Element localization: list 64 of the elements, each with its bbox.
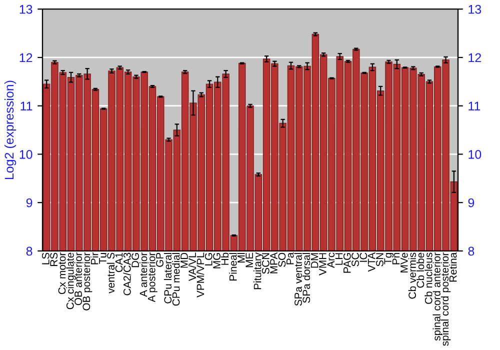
x-tick-label: spinal cord posterior <box>440 252 451 346</box>
y-tick-label: 9 <box>26 198 32 208</box>
x-tick-label: Cb nucleus <box>424 252 432 304</box>
x-tick-label: OB anterior <box>74 252 82 306</box>
x-tick-label: SO <box>278 252 286 267</box>
x-tick-label: SN <box>376 253 384 266</box>
y2-tick-label: 12 <box>468 53 481 62</box>
x-tick-label: IC <box>360 252 368 262</box>
x-tick-label: CA1 <box>115 252 123 272</box>
x-tick-label: MVe <box>400 252 408 272</box>
x-tick-label: SPa ventral <box>294 253 302 306</box>
x-tick-label: DG <box>132 253 139 268</box>
x-tick-label: MD <box>180 252 188 268</box>
x-tick-label: ME <box>246 252 253 268</box>
y2-tick-label: 10 <box>468 150 482 159</box>
y-tick-label: 12 <box>20 53 32 62</box>
x-tick-label: VTA <box>368 252 376 272</box>
x-tick-label: LH <box>335 253 343 265</box>
x-tick-label: VPM/VPL <box>196 252 204 298</box>
x-tick-label: LG <box>204 253 212 266</box>
x-tick-label: Arc <box>327 252 335 268</box>
x-tick-label: Cx motor <box>58 252 66 294</box>
y-axis-title: Log2 (expression) <box>4 80 16 180</box>
x-tick-label: PAG <box>343 253 351 273</box>
x-tick-label: MPA <box>270 252 278 274</box>
x-tick-label: A anterior <box>139 252 148 297</box>
y-tick-label: 13 <box>20 4 32 14</box>
x-tick-label: VA/VL <box>188 252 196 282</box>
x-tick-label: CPu medial <box>172 253 180 306</box>
x-tick-label: Tg <box>384 253 394 264</box>
x-tick-label: SCN <box>262 253 270 274</box>
y2-tick-label: 8 <box>468 246 474 256</box>
x-tick-label: SPa dorsal <box>302 253 310 303</box>
y-tick-label: 10 <box>20 150 32 159</box>
x-tick-label: Cb lobe <box>416 252 424 288</box>
x-tick-label: MG <box>213 253 220 268</box>
x-tick-label: Hb <box>220 252 229 265</box>
x-tick-label: GP <box>156 252 164 267</box>
y-tick-label: 8 <box>26 246 32 256</box>
x-tick-label: Tu <box>99 253 106 264</box>
x-tick-label: ventral S <box>106 252 115 294</box>
x-tick-label: LS <box>42 252 50 264</box>
x-tick-label: SC <box>352 252 359 266</box>
y2-tick-label: 13 <box>468 4 482 14</box>
x-tick-label: OB posterior <box>82 252 92 310</box>
x-tick-label: DM <box>310 253 318 268</box>
x-tick-label: Pineal <box>229 253 237 280</box>
x-tick-label: spinal cord anterior <box>432 252 442 341</box>
y-tick-label: 11 <box>20 102 32 110</box>
x-tick-label: A posterior <box>148 252 158 302</box>
x-tick-label: Pir <box>90 252 98 264</box>
x-tick-label: Retina <box>449 252 457 282</box>
x-tick-label: Pa <box>286 252 294 264</box>
y2-tick-label: 11 <box>468 102 480 110</box>
x-tick-label: Pituitary <box>254 252 264 290</box>
x-tick-label: CPu lateral <box>164 253 172 304</box>
x-tick-label: CA2/CA3 <box>123 252 131 296</box>
x-tick-label: Ml <box>237 253 245 262</box>
x-tick-label: Pn <box>392 253 400 264</box>
x-tick-label: Cb vermis <box>408 252 416 299</box>
y2-tick-label: 9 <box>468 198 474 208</box>
x-tick-label: VMH <box>319 253 326 276</box>
x-tick-label: Cx cingulate <box>66 252 76 310</box>
x-tick-label: RS <box>50 252 58 266</box>
